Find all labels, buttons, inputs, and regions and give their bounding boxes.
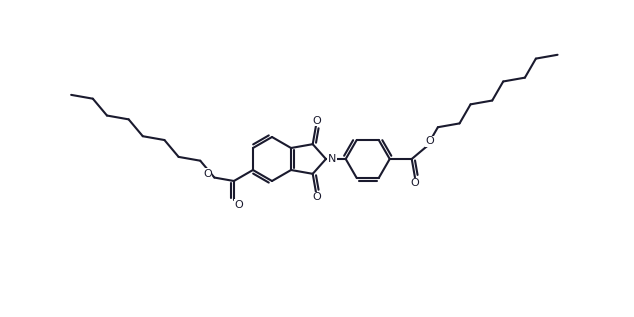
Text: O: O — [313, 192, 321, 202]
Text: O: O — [235, 200, 243, 210]
Text: O: O — [203, 169, 212, 178]
Text: O: O — [411, 178, 419, 188]
Text: N: N — [328, 154, 336, 164]
Text: O: O — [313, 116, 321, 126]
Text: O: O — [425, 136, 434, 146]
